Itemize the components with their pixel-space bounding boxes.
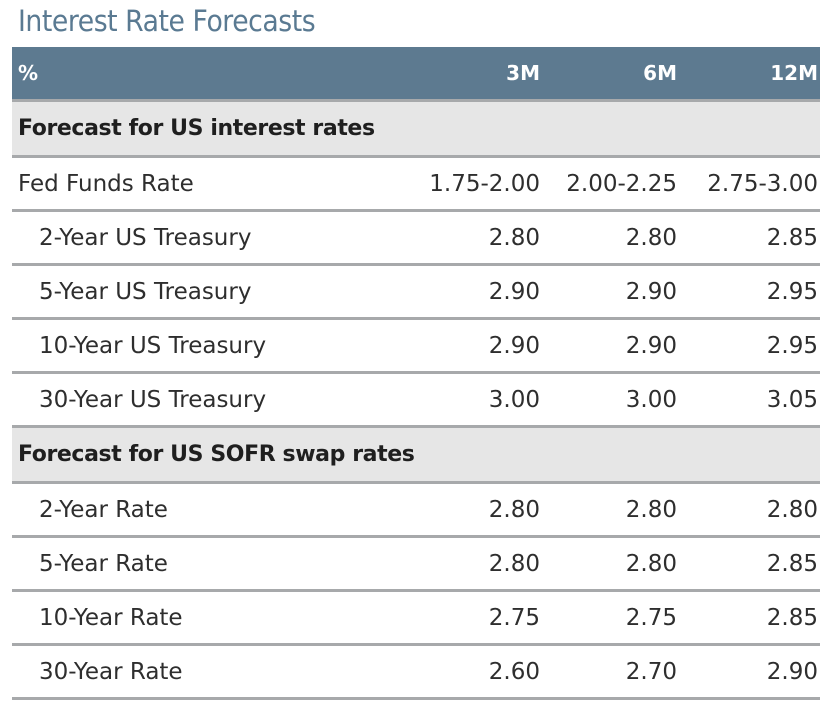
table-row: Fed Funds Rate 1.75-2.00 2.00-2.25 2.75-…: [12, 156, 820, 212]
value-3m: 2.60: [412, 644, 542, 700]
table-row: 10-Year US Treasury 2.90 2.90 2.95: [12, 318, 820, 374]
section-heading: Forecast for US interest rates: [12, 100, 820, 158]
value-3m: 2.90: [412, 318, 542, 374]
value-12m: 2.85: [679, 536, 820, 592]
forecast-table: % 3M 6M 12M Forecast for US interest rat…: [12, 47, 820, 700]
column-header-6m: 6M: [542, 47, 679, 102]
table-row: 5-Year Rate 2.80 2.80 2.85: [12, 536, 820, 592]
row-label: 5-Year Rate: [12, 536, 412, 592]
table-row: 5-Year US Treasury 2.90 2.90 2.95: [12, 264, 820, 320]
value-3m: 2.90: [412, 264, 542, 320]
value-6m: 2.90: [542, 264, 679, 320]
row-label: 30-Year US Treasury: [12, 372, 412, 428]
section-heading: Forecast for US SOFR swap rates: [12, 426, 820, 484]
value-6m: 2.70: [542, 644, 679, 700]
value-6m: 2.80: [542, 482, 679, 538]
value-3m: 2.75: [412, 590, 542, 646]
value-12m: 2.80: [679, 482, 820, 538]
value-6m: 2.00-2.25: [542, 156, 679, 212]
row-label: Fed Funds Rate: [12, 156, 412, 212]
value-12m: 2.90: [679, 644, 820, 700]
value-3m: 2.80: [412, 210, 542, 266]
value-12m: 2.95: [679, 318, 820, 374]
row-label: 2-Year US Treasury: [12, 210, 412, 266]
section-heading-row: Forecast for US interest rates: [12, 100, 820, 158]
row-label: 2-Year Rate: [12, 482, 412, 538]
row-label: 5-Year US Treasury: [12, 264, 412, 320]
value-12m: 2.75-3.00: [679, 156, 820, 212]
value-3m: 3.00: [412, 372, 542, 428]
page-title: Interest Rate Forecasts: [18, 4, 316, 38]
value-6m: 2.80: [542, 210, 679, 266]
value-3m: 2.80: [412, 482, 542, 538]
value-6m: 2.90: [542, 318, 679, 374]
section-heading-row: Forecast for US SOFR swap rates: [12, 426, 820, 484]
row-label: 10-Year Rate: [12, 590, 412, 646]
value-3m: 2.80: [412, 536, 542, 592]
row-label: 10-Year US Treasury: [12, 318, 412, 374]
value-12m: 3.05: [679, 372, 820, 428]
value-12m: 2.85: [679, 590, 820, 646]
unit-header: %: [12, 47, 412, 102]
value-3m: 1.75-2.00: [412, 156, 542, 212]
value-12m: 2.95: [679, 264, 820, 320]
column-header-3m: 3M: [412, 47, 542, 102]
value-6m: 3.00: [542, 372, 679, 428]
column-header-12m: 12M: [679, 47, 820, 102]
table-row: 2-Year US Treasury 2.80 2.80 2.85: [12, 210, 820, 266]
value-12m: 2.85: [679, 210, 820, 266]
table-row: 2-Year Rate 2.80 2.80 2.80: [12, 482, 820, 538]
value-6m: 2.80: [542, 536, 679, 592]
table-row: 10-Year Rate 2.75 2.75 2.85: [12, 590, 820, 646]
row-label: 30-Year Rate: [12, 644, 412, 700]
table-header-row: % 3M 6M 12M: [12, 47, 820, 102]
value-6m: 2.75: [542, 590, 679, 646]
table-row: 30-Year Rate 2.60 2.70 2.90: [12, 644, 820, 700]
table-row: 30-Year US Treasury 3.00 3.00 3.05: [12, 372, 820, 428]
